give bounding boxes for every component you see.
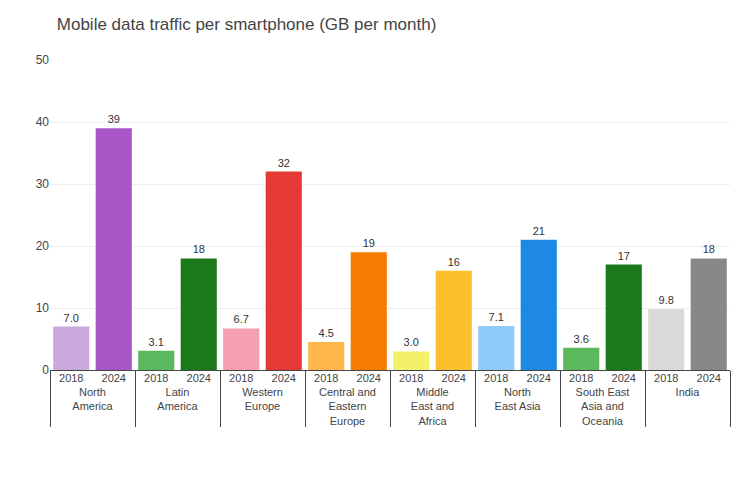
svg-text:LatinAmerica: LatinAmerica: [157, 386, 198, 412]
svg-text:NorthAmerica: NorthAmerica: [72, 386, 113, 412]
svg-text:2018: 2018: [314, 372, 338, 384]
svg-text:3.1: 3.1: [149, 336, 164, 348]
svg-text:2018: 2018: [484, 372, 508, 384]
svg-text:NorthEast Asia: NorthEast Asia: [495, 386, 542, 412]
svg-text:30: 30: [36, 177, 50, 191]
svg-text:2024: 2024: [102, 372, 126, 384]
svg-text:2024: 2024: [612, 372, 636, 384]
svg-text:2018: 2018: [399, 372, 423, 384]
svg-text:2018: 2018: [229, 372, 253, 384]
svg-text:50: 50: [36, 53, 50, 67]
svg-text:2024: 2024: [442, 372, 466, 384]
svg-text:2018: 2018: [569, 372, 593, 384]
svg-text:10: 10: [36, 301, 50, 315]
svg-text:32: 32: [278, 157, 290, 169]
svg-text:7.1: 7.1: [489, 311, 504, 323]
svg-text:MiddleEast andAfrica: MiddleEast andAfrica: [411, 386, 454, 427]
svg-text:18: 18: [193, 243, 205, 255]
svg-text:16: 16: [448, 256, 460, 268]
svg-text:2024: 2024: [697, 372, 721, 384]
svg-text:2024: 2024: [272, 372, 296, 384]
svg-text:4.5: 4.5: [319, 327, 334, 339]
svg-text:6.7: 6.7: [234, 313, 249, 325]
svg-text:40: 40: [36, 115, 50, 129]
svg-text:9.8: 9.8: [659, 294, 674, 306]
svg-text:2018: 2018: [144, 372, 168, 384]
svg-text:7.0: 7.0: [64, 312, 79, 324]
svg-text:3.0: 3.0: [404, 336, 419, 348]
svg-text:Central andEasternEurope: Central andEasternEurope: [319, 386, 376, 427]
svg-text:2024: 2024: [187, 372, 211, 384]
svg-text:19: 19: [363, 237, 375, 249]
svg-text:2018: 2018: [654, 372, 678, 384]
svg-text:21: 21: [533, 225, 545, 237]
svg-text:0: 0: [42, 363, 49, 377]
svg-text:WesternEurope: WesternEurope: [242, 386, 283, 412]
svg-text:20: 20: [36, 239, 50, 253]
svg-text:18: 18: [703, 243, 715, 255]
svg-text:17: 17: [618, 250, 630, 262]
svg-text:3.6: 3.6: [574, 333, 589, 345]
svg-text:India: India: [676, 386, 701, 398]
svg-text:39: 39: [108, 113, 120, 125]
svg-text:South EastAsia andOceania: South EastAsia andOceania: [576, 386, 630, 427]
svg-text:2024: 2024: [527, 372, 551, 384]
svg-text:2024: 2024: [357, 372, 381, 384]
svg-text:2018: 2018: [59, 372, 83, 384]
svg-text:Mobile data traffic per smartp: Mobile data traffic per smartphone (GB p…: [57, 15, 437, 34]
